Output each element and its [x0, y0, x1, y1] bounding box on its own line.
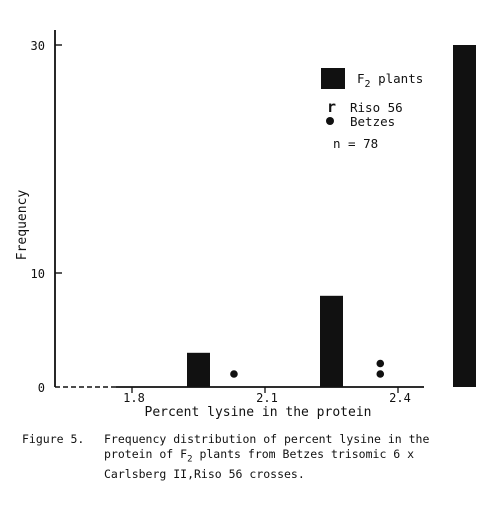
legend-label-betzes: Betzes — [350, 114, 395, 129]
caption-line-1: Figure 5. Frequency distribution of perce… — [22, 432, 472, 447]
figure-caption: Figure 5. Frequency distribution of perce… — [22, 432, 472, 482]
marker-betzes-0 — [230, 370, 238, 378]
chart-axes — [54, 30, 424, 388]
bar-0 — [187, 352, 210, 387]
y-tick-label-10: 10 — [31, 267, 45, 281]
legend-label-riso: Riso 56 — [350, 100, 403, 115]
legend-f2-sub: 2 — [365, 79, 371, 90]
legend-r-symbol: r — [327, 98, 336, 116]
y-axis-label: Frequency — [15, 190, 30, 261]
legend-f2-prefix: F — [357, 71, 365, 86]
x-tick-label-1.8: 1.8 — [123, 391, 145, 405]
bar-2 — [453, 45, 476, 387]
y-tick-label-0: 0 — [38, 381, 45, 395]
caption-line-3: Carlsberg II,Riso 56 crosses. — [104, 467, 305, 482]
y-tick-label-30: 30 — [31, 39, 45, 53]
chart-bars — [187, 45, 476, 387]
bar-1 — [320, 295, 343, 387]
caption-text-2a: protein of F — [104, 447, 188, 461]
x-tick-label-2.1: 2.1 — [256, 391, 278, 405]
legend-f2-suffix: plants — [371, 71, 424, 86]
x-tick-label-2.4: 2.4 — [389, 391, 411, 405]
chart-markers: rrrr — [230, 359, 385, 378]
caption-text-1: Frequency distribution of percent lysine… — [104, 432, 430, 446]
marker-betzes-2 — [376, 359, 385, 368]
marker-betzes-1 — [376, 370, 385, 378]
legend-dot-symbol — [326, 117, 334, 125]
legend-bar-swatch — [321, 68, 345, 89]
caption-line-2: protein of F2 plants from Betzes trisomi… — [22, 447, 472, 467]
x-axis-label: Percent lysine in the protein — [145, 405, 372, 420]
legend-note-n: n = 78 — [333, 136, 378, 151]
figure-label: Figure 5. — [22, 432, 85, 446]
caption-text-2-sub: 2 — [187, 454, 193, 465]
legend: F2 plants r Riso 56 Betzes n = 78 — [321, 68, 423, 151]
caption-text-2b: plants from Betzes trisomic 6 x — [192, 447, 415, 461]
legend-label-f2-plants: F2 plants — [357, 71, 423, 90]
